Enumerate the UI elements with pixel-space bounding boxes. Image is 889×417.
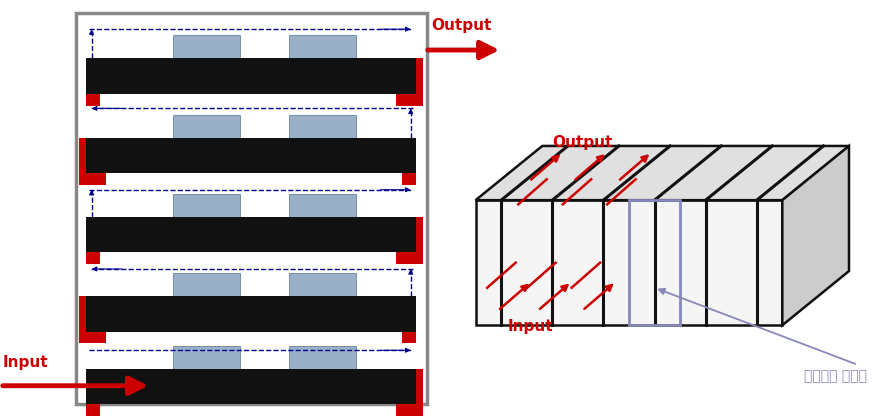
- Text: Input: Input: [508, 319, 553, 334]
- Bar: [86, 252, 100, 264]
- Polygon shape: [476, 200, 782, 325]
- Bar: [79, 296, 106, 343]
- Bar: [396, 369, 423, 416]
- Bar: [173, 346, 240, 369]
- Bar: [403, 332, 416, 343]
- Polygon shape: [476, 146, 849, 200]
- Bar: [86, 296, 416, 332]
- Bar: [79, 138, 106, 185]
- Bar: [86, 369, 416, 404]
- Text: Input: Input: [3, 355, 48, 370]
- Bar: [86, 404, 100, 416]
- Bar: [86, 138, 416, 173]
- Bar: [289, 194, 356, 217]
- Bar: [289, 273, 356, 296]
- Polygon shape: [782, 146, 849, 325]
- Bar: [289, 115, 356, 138]
- Bar: [173, 194, 240, 217]
- Bar: [173, 273, 240, 296]
- Bar: [396, 58, 423, 106]
- Bar: [76, 13, 427, 404]
- Bar: [396, 217, 423, 264]
- Text: 플라즈마 발생기: 플라즈마 발생기: [804, 369, 867, 383]
- Bar: [86, 58, 416, 94]
- Text: Output: Output: [552, 135, 613, 150]
- Text: Output: Output: [431, 18, 492, 33]
- Bar: [173, 35, 240, 58]
- Bar: [289, 346, 356, 369]
- Bar: [403, 173, 416, 185]
- Bar: [86, 217, 416, 252]
- Bar: [289, 35, 356, 58]
- Bar: [86, 94, 100, 106]
- Bar: [173, 115, 240, 138]
- Bar: [629, 200, 680, 325]
